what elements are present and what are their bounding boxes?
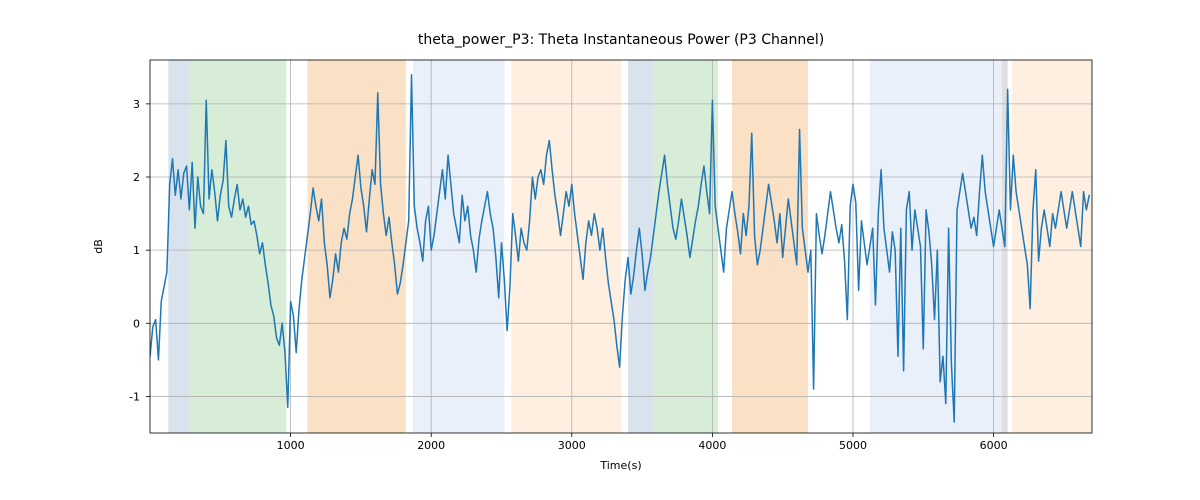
band-1 — [189, 60, 286, 433]
chart-title: theta_power_P3: Theta Instantaneous Powe… — [418, 32, 824, 48]
xtick-label: 2000 — [417, 439, 445, 452]
xtick-label: 5000 — [839, 439, 867, 452]
band-6 — [653, 60, 718, 433]
y-axis-label: dB — [92, 239, 105, 254]
x-axis-label: Time(s) — [599, 459, 641, 472]
xtick-label: 4000 — [698, 439, 726, 452]
ytick-label: 1 — [133, 244, 140, 257]
theta-power-chart: 1000 2000 3000 4000 5000 6000 -1 0 1 2 3 Time(s) dB t… — [0, 0, 1200, 500]
ytick-label: 3 — [133, 98, 140, 111]
band-8 — [870, 60, 1002, 433]
band-0 — [168, 60, 189, 433]
xtick-label: 3000 — [558, 439, 586, 452]
ytick-label: 0 — [133, 317, 140, 330]
band-2 — [307, 60, 405, 433]
band-3 — [413, 60, 504, 433]
xtick-label: 1000 — [277, 439, 305, 452]
ytick-label: -1 — [129, 390, 140, 403]
chart-svg: 1000 2000 3000 4000 5000 6000 -1 0 1 2 3 Time(s) dB t… — [0, 0, 1200, 500]
xtick-label: 6000 — [980, 439, 1008, 452]
ytick-label: 2 — [133, 171, 140, 184]
